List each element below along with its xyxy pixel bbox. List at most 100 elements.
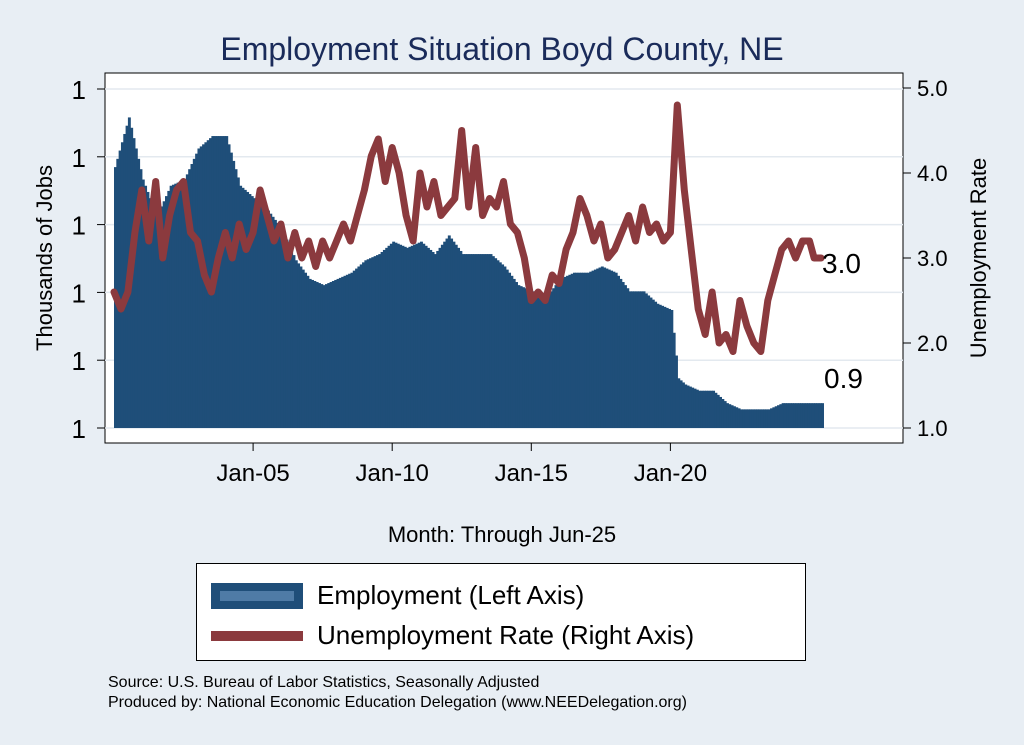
- employment-bar: [545, 297, 549, 428]
- employment-bar: [686, 385, 690, 428]
- employment-bar: [454, 244, 458, 428]
- x-tick-label: Jan-15: [495, 460, 568, 487]
- employment-bar: [410, 245, 414, 428]
- employment-bar: [777, 405, 780, 428]
- employment-bar: [811, 403, 815, 428]
- employment-bar: [605, 268, 609, 428]
- employment-bar: [429, 249, 433, 428]
- employment-bar: [144, 185, 148, 428]
- employment-bar: [338, 277, 342, 428]
- employment-bar: [647, 295, 651, 428]
- employment-bar: [751, 409, 755, 428]
- employment-bar: [348, 273, 352, 428]
- employment-bar: [331, 280, 335, 428]
- employment-bar: [220, 136, 224, 429]
- employment-bar: [656, 303, 660, 428]
- employment-bar: [498, 262, 502, 428]
- employment-bar: [185, 174, 189, 428]
- employment-bar: [278, 226, 282, 428]
- employment-bar: [528, 290, 532, 428]
- employment-bar: [253, 198, 257, 428]
- employment-bar: [501, 264, 505, 428]
- employment-bar: [269, 213, 273, 428]
- employment-bar: [482, 254, 486, 428]
- employment-bar: [174, 183, 178, 428]
- employment-bar: [341, 276, 345, 428]
- x-tick-label: Jan-05: [216, 460, 289, 487]
- employment-bar: [818, 403, 822, 428]
- employment-bar: [538, 294, 542, 428]
- employment-bar: [517, 285, 521, 428]
- employment-bar: [457, 247, 461, 428]
- employment-bar: [199, 146, 203, 428]
- employment-bar: [382, 249, 386, 428]
- employment-bar: [749, 409, 753, 428]
- employment-bar: [804, 403, 808, 428]
- employment-bar: [426, 247, 430, 428]
- employment-bar: [723, 401, 727, 428]
- employment-bar: [624, 285, 627, 428]
- employment-bar: [336, 278, 340, 428]
- employment-bar: [188, 169, 192, 428]
- employment-bar: [584, 272, 588, 428]
- employment-bar: [461, 254, 465, 428]
- left-tick-label: 1: [72, 346, 86, 376]
- legend-label-employment: Employment (Left Axis): [317, 580, 585, 610]
- employment-bar: [322, 285, 326, 428]
- employment-bar: [709, 390, 713, 428]
- employment-bar: [582, 272, 586, 428]
- employment-bar: [378, 254, 382, 428]
- employment-bar: [758, 409, 762, 428]
- employment-bar: [579, 272, 583, 428]
- employment-bar: [705, 390, 709, 428]
- employment-bar: [672, 332, 676, 428]
- employment-bar: [688, 386, 692, 428]
- employment-bar: [763, 409, 767, 428]
- employment-bar: [433, 254, 437, 428]
- employment-bar: [665, 307, 669, 428]
- employment-bar: [628, 291, 632, 428]
- employment-bar: [352, 270, 356, 428]
- employment-bar: [563, 276, 567, 428]
- employment-bar: [552, 288, 556, 428]
- employment-bar: [141, 179, 145, 428]
- employment-bar: [635, 291, 639, 428]
- employment-bar: [447, 235, 451, 428]
- employment-bar: [726, 403, 729, 428]
- employment-bar: [362, 262, 365, 428]
- employment-bar: [556, 282, 560, 428]
- employment-bar: [350, 272, 354, 428]
- employment-bar: [255, 200, 259, 428]
- x-tick-label: Jan-10: [355, 460, 428, 487]
- employment-bar: [440, 244, 444, 428]
- employment-bar: [306, 275, 310, 428]
- right-axis-label: Unemployment Rate: [966, 158, 991, 359]
- employment-bar: [366, 259, 370, 428]
- employment-bar: [663, 306, 667, 428]
- employment-bar: [577, 272, 581, 428]
- employment-bar: [276, 223, 280, 428]
- employment-bar: [675, 355, 678, 428]
- employment-bar: [422, 243, 426, 428]
- employment-bar: [290, 249, 294, 428]
- employment-bar: [239, 185, 243, 428]
- employment-bar: [816, 403, 820, 428]
- employment-bar: [158, 211, 161, 428]
- employment-bar: [573, 272, 576, 428]
- employment-bar: [167, 190, 171, 428]
- employment-bar: [795, 403, 799, 428]
- employment-bar: [195, 153, 199, 429]
- employment-bar: [392, 241, 396, 428]
- employment-bar: [357, 266, 361, 428]
- employment-bar: [403, 246, 407, 428]
- employment-bar: [533, 292, 537, 428]
- employment-bar: [229, 152, 233, 428]
- employment-bar: [788, 403, 792, 428]
- employment-bar: [695, 389, 699, 428]
- employment-bar: [389, 243, 393, 428]
- employment-bar: [677, 378, 681, 428]
- employment-bar: [742, 409, 746, 428]
- employment-bar: [375, 255, 379, 428]
- employment-bar: [250, 196, 254, 428]
- employment-bar: [781, 403, 785, 428]
